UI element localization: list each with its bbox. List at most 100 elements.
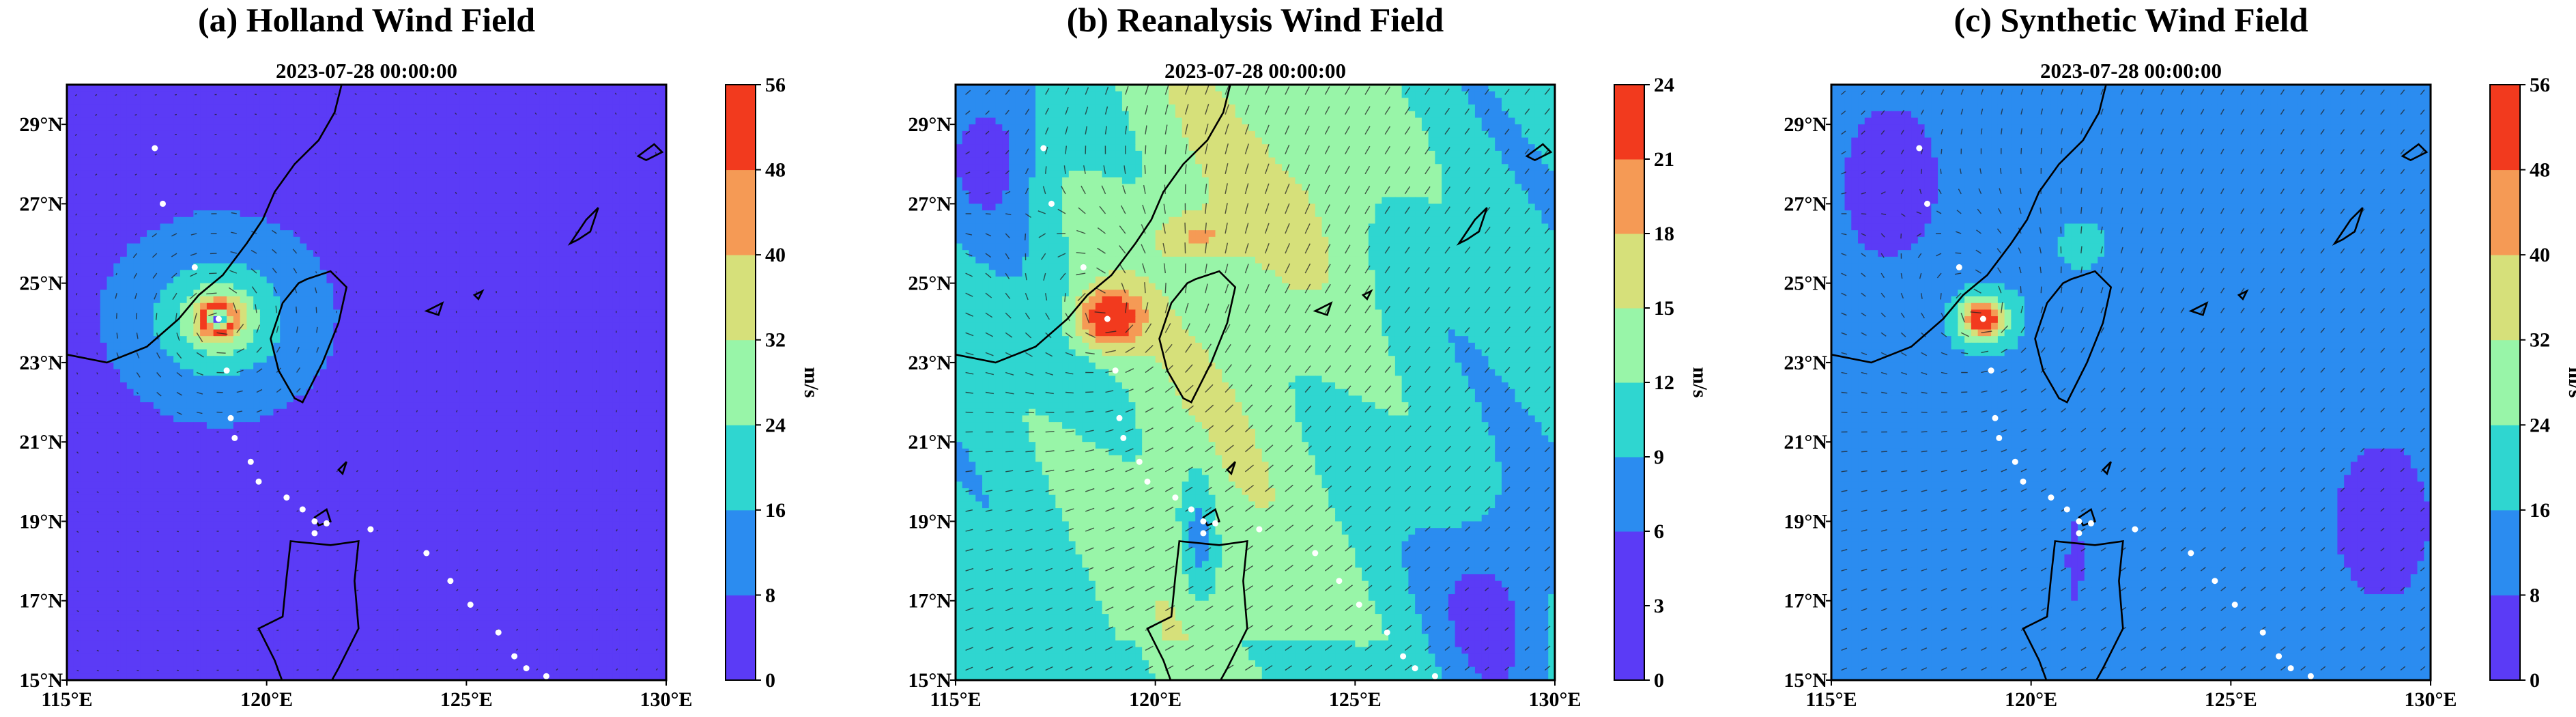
wind-speed-cell bbox=[300, 184, 307, 191]
wind-speed-cell bbox=[259, 177, 268, 184]
wind-speed-cell bbox=[659, 230, 666, 238]
wind-speed-cell bbox=[286, 157, 294, 165]
wind-speed-cell bbox=[94, 422, 101, 430]
wind-speed-cell bbox=[626, 184, 633, 191]
wind-speed-cell bbox=[406, 223, 414, 231]
wind-speed-cell bbox=[100, 157, 108, 165]
wind-speed-cell bbox=[493, 250, 500, 257]
wind-speed-cell bbox=[479, 210, 487, 218]
wind-speed-cell bbox=[259, 210, 268, 218]
wind-speed-cell bbox=[160, 144, 167, 152]
wind-speed-cell bbox=[526, 170, 534, 178]
wind-speed-cell bbox=[306, 290, 314, 297]
wind-speed-cell bbox=[519, 91, 527, 98]
wind-speed-cell bbox=[333, 442, 341, 449]
wind-speed-cell bbox=[440, 296, 447, 304]
wind-speed-cell bbox=[493, 276, 500, 284]
wind-speed-cell bbox=[367, 98, 374, 105]
wind-speed-cell bbox=[126, 124, 134, 132]
wind-speed-cell bbox=[519, 395, 527, 403]
wind-speed-cell bbox=[393, 309, 401, 317]
wind-speed-cell bbox=[573, 85, 580, 92]
wind-speed-cell bbox=[566, 296, 574, 304]
wind-speed-cell bbox=[559, 243, 567, 251]
wind-speed-cell bbox=[626, 98, 633, 105]
wind-speed-cell bbox=[506, 157, 514, 165]
wind-speed-cell bbox=[539, 216, 547, 225]
wind-speed-cell bbox=[253, 296, 261, 304]
wind-speed-cell bbox=[599, 270, 607, 277]
wind-speed-cell bbox=[326, 290, 334, 297]
wind-speed-cell bbox=[186, 216, 194, 225]
wind-speed-cell bbox=[240, 356, 247, 363]
wind-speed-cell bbox=[519, 422, 527, 430]
wind-speed-cell bbox=[380, 442, 387, 449]
wind-speed-cell bbox=[526, 422, 534, 430]
wind-speed-cell bbox=[612, 270, 620, 277]
wind-speed-cell bbox=[339, 197, 347, 204]
wind-speed-cell bbox=[420, 316, 427, 324]
wind-speed-cell bbox=[413, 104, 420, 112]
wind-speed-cell bbox=[293, 270, 301, 277]
wind-speed-cell bbox=[440, 191, 447, 198]
wind-speed-cell bbox=[566, 85, 574, 92]
wind-speed-cell bbox=[500, 283, 507, 290]
wind-speed-cell bbox=[659, 111, 666, 119]
wind-speed-cell bbox=[126, 283, 134, 290]
wind-speed-cell bbox=[100, 389, 108, 396]
wind-speed-cell bbox=[233, 263, 241, 270]
wind-speed-cell bbox=[393, 442, 401, 449]
wind-speed-cell bbox=[532, 230, 541, 238]
wind-speed-cell bbox=[306, 210, 314, 218]
wind-speed-cell bbox=[306, 356, 314, 363]
wind-speed-cell bbox=[453, 91, 461, 98]
wind-speed-cell bbox=[140, 290, 147, 297]
wind-speed-cell bbox=[153, 124, 161, 132]
wind-speed-cell bbox=[360, 85, 367, 92]
wind-speed-cell bbox=[80, 117, 87, 125]
wind-speed-cell bbox=[579, 117, 587, 125]
wind-speed-cell bbox=[306, 376, 314, 383]
wind-speed-cell bbox=[486, 336, 493, 343]
wind-speed-cell bbox=[360, 329, 367, 337]
wind-speed-cell bbox=[526, 402, 534, 410]
wind-speed-cell bbox=[380, 137, 387, 145]
wind-speed-cell bbox=[653, 290, 660, 297]
wind-speed-cell bbox=[367, 442, 374, 449]
wind-speed-cell bbox=[573, 184, 580, 191]
wind-speed-cell bbox=[293, 250, 301, 257]
wind-speed-cell bbox=[619, 150, 627, 158]
wind-speed-cell bbox=[399, 362, 407, 370]
wind-speed-cell bbox=[319, 144, 328, 152]
wind-speed-cell bbox=[633, 150, 640, 158]
wind-speed-cell bbox=[259, 164, 268, 171]
wind-speed-cell bbox=[486, 329, 493, 337]
wind-speed-cell bbox=[526, 290, 534, 297]
wind-speed-cell bbox=[619, 243, 627, 251]
wind-speed-cell bbox=[293, 170, 301, 178]
wind-speed-cell bbox=[313, 191, 321, 198]
wind-speed-cell bbox=[240, 422, 247, 430]
wind-speed-cell bbox=[133, 336, 141, 343]
wind-speed-cell bbox=[446, 150, 454, 158]
wind-speed-cell bbox=[546, 336, 554, 343]
wind-speed-cell bbox=[306, 349, 314, 356]
wind-speed-cell bbox=[539, 117, 547, 125]
wind-speed-cell bbox=[240, 283, 247, 290]
wind-speed-cell bbox=[100, 230, 108, 238]
wind-speed-cell bbox=[147, 170, 154, 178]
wind-speed-cell bbox=[233, 290, 241, 297]
wind-speed-cell bbox=[393, 197, 401, 204]
wind-speed-cell bbox=[253, 415, 261, 423]
wind-speed-cell bbox=[220, 250, 227, 257]
wind-speed-cell bbox=[506, 428, 514, 436]
wind-speed-cell bbox=[500, 236, 507, 244]
wind-speed-cell bbox=[566, 177, 574, 184]
wind-speed-cell bbox=[193, 144, 201, 152]
wind-speed-cell bbox=[186, 170, 194, 178]
wind-speed-cell bbox=[566, 137, 574, 145]
wind-speed-cell bbox=[206, 210, 214, 218]
wind-speed-cell bbox=[606, 150, 614, 158]
wind-speed-cell bbox=[186, 442, 194, 449]
wind-speed-cell bbox=[319, 349, 328, 356]
